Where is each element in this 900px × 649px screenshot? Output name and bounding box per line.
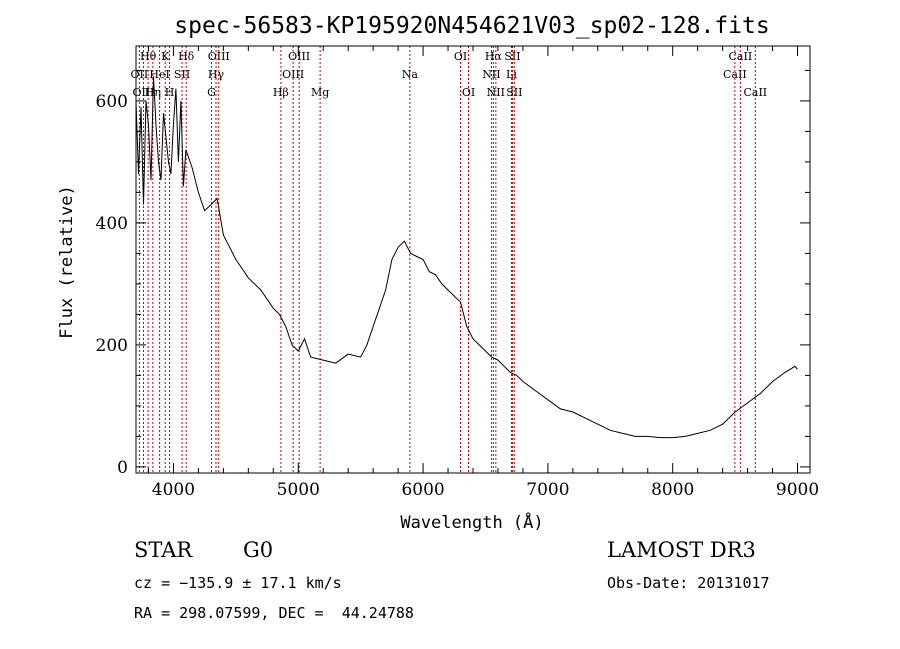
y-tick-label: 0 — [117, 458, 128, 478]
x-tick-label: 5000 — [277, 480, 320, 500]
line-marker-label: CaII — [743, 86, 767, 99]
x-axis: 4000 5000 6000 7000 8000 9000 — [147, 46, 819, 500]
line-marker-label: G — [207, 86, 216, 99]
line-marker-label: Li — [506, 68, 517, 81]
line-marker-label: OI — [454, 50, 467, 63]
velocity-readout: cz = −135.9 ± 17.1 km/s — [134, 574, 342, 592]
y-axis-label: Flux (relative) — [57, 185, 77, 339]
y-tick-label: 200 — [96, 336, 128, 356]
x-tick-label: 6000 — [401, 480, 444, 500]
y-tick-label: 400 — [96, 214, 128, 234]
object-class: STAR — [134, 538, 193, 562]
line-marker-label: OIII — [288, 50, 310, 63]
y-tick-label: 600 — [96, 92, 128, 112]
line-marker-label: Mg — [311, 86, 329, 99]
subclass: G0 — [243, 538, 274, 562]
line-marker-label: OIII — [282, 68, 304, 81]
line-marker-label: Hα — [485, 50, 503, 63]
coordinates: RA = 298.07599, DEC = 44.24788 — [134, 604, 414, 622]
chart-title: spec-56583-KP195920N454621V03_sp02-128.f… — [174, 13, 769, 39]
x-tick-label: 7000 — [526, 480, 569, 500]
line-marker-label: SII — [504, 50, 520, 63]
obs-date: Obs-Date: 20131017 — [607, 574, 770, 592]
x-tick-label: 9000 — [776, 480, 819, 500]
line-marker-label: CaII — [723, 68, 747, 81]
line-marker-label: SII — [174, 68, 190, 81]
plot-frame — [135, 45, 811, 474]
x-axis-label: Wavelength (Å) — [400, 511, 543, 533]
spectrum-series-line — [135, 76, 798, 439]
line-marker-label: NII — [482, 68, 500, 81]
line-marker-label: OIII — [208, 50, 230, 63]
survey-name: LAMOST DR3 — [607, 538, 756, 562]
x-tick-label: 8000 — [651, 480, 694, 500]
line-marker-label: SII — [506, 86, 522, 99]
line-marker-label: K — [161, 50, 170, 63]
line-marker-label: CaII — [729, 50, 753, 63]
x-tick-label: 4000 — [152, 480, 195, 500]
line-marker-label: OIII — [132, 86, 154, 99]
line-marker-label: H — [165, 86, 175, 99]
line-marker-label: OI — [462, 86, 475, 99]
line-marker-label: Hδ — [178, 50, 195, 63]
line-marker-label: Hγ — [208, 68, 225, 81]
line-marker-label: NII — [487, 86, 505, 99]
line-marker-label: Hθ — [140, 50, 157, 63]
line-marker-label: HeI — [149, 68, 169, 81]
line-marker-label: Na — [402, 68, 419, 81]
y-axis: 0 200 400 600 — [96, 69, 810, 478]
line-marker-label: Hβ — [273, 86, 289, 99]
